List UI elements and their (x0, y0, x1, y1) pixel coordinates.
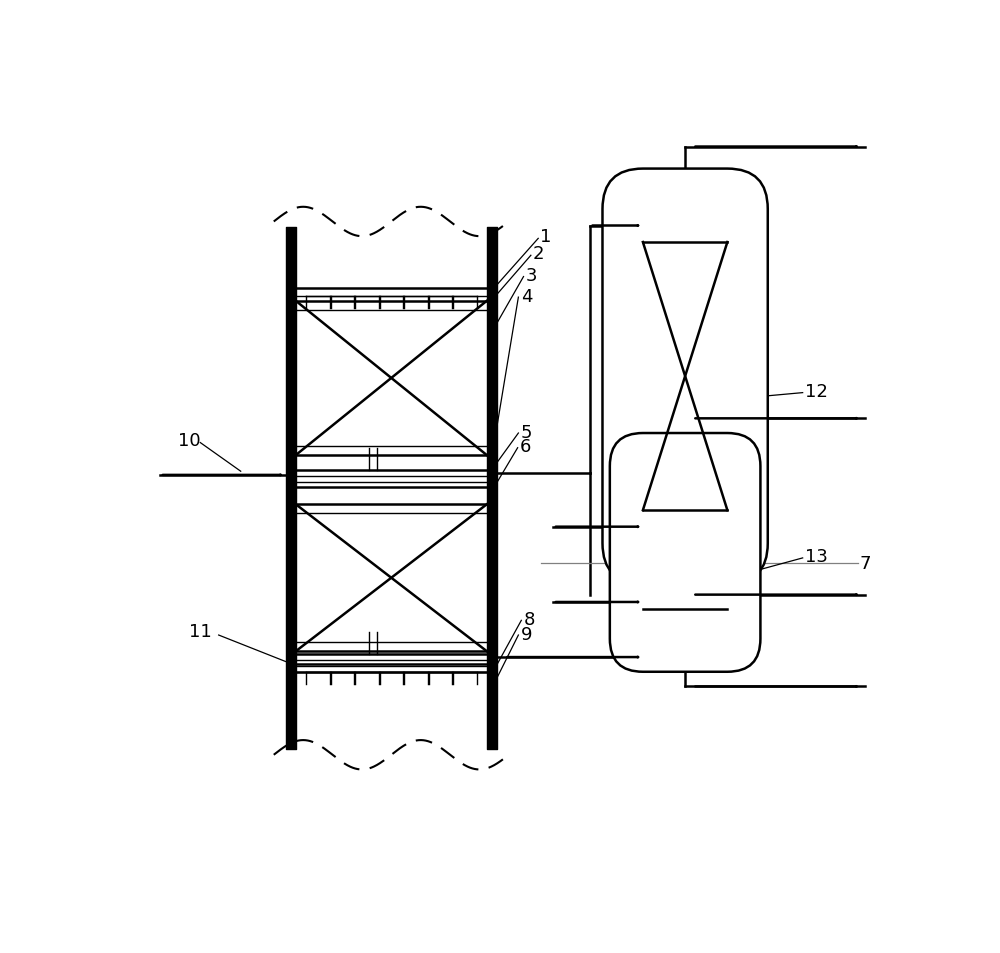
Text: 10: 10 (178, 432, 201, 450)
Text: 1: 1 (540, 228, 552, 246)
Text: 5: 5 (521, 423, 532, 441)
Text: 9: 9 (521, 625, 532, 643)
Text: 3: 3 (526, 267, 537, 285)
Text: 7: 7 (859, 555, 871, 573)
FancyBboxPatch shape (610, 434, 760, 672)
Text: 2: 2 (533, 245, 545, 263)
Text: 12: 12 (805, 383, 828, 400)
Text: 8: 8 (524, 610, 535, 628)
Text: 4: 4 (521, 288, 532, 305)
Text: 6: 6 (520, 437, 531, 456)
Text: 13: 13 (805, 548, 828, 566)
FancyBboxPatch shape (602, 170, 768, 584)
Text: 11: 11 (189, 622, 212, 640)
